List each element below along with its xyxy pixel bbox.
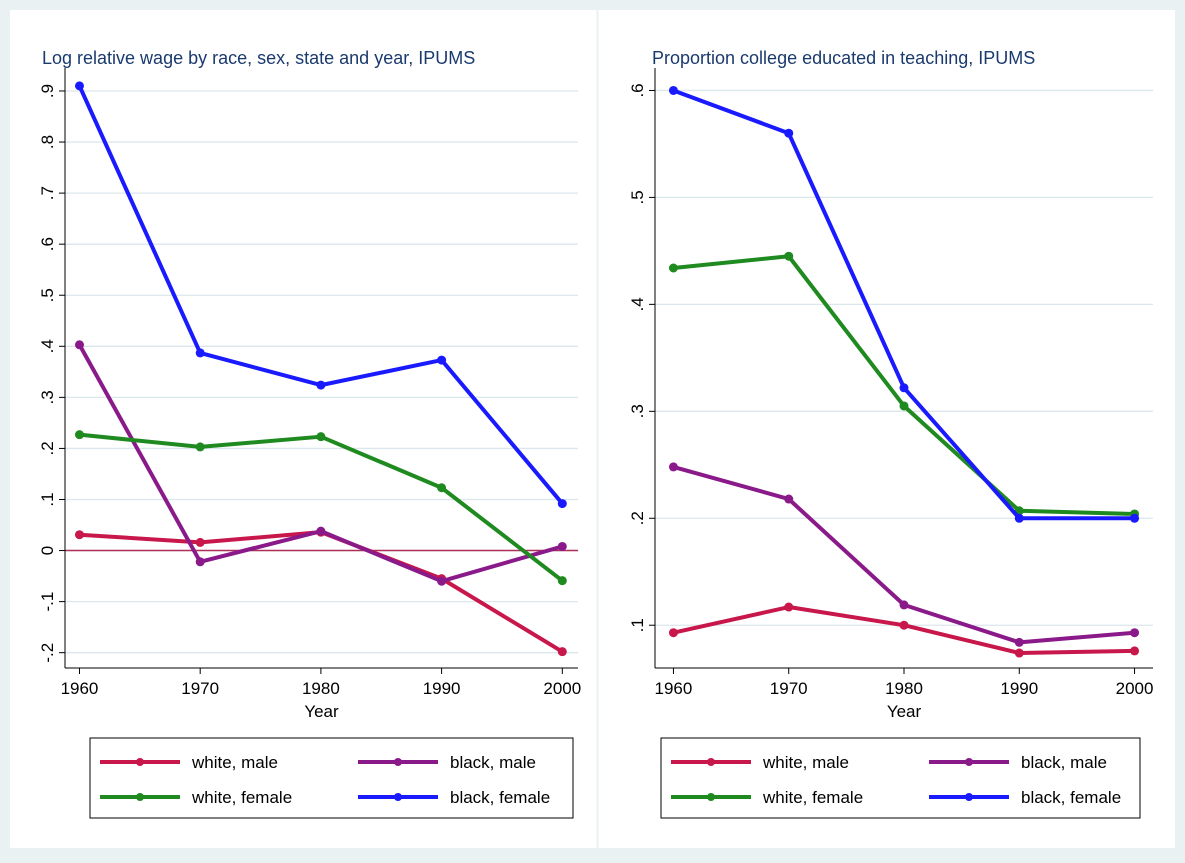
data-point bbox=[1130, 628, 1140, 638]
data-point bbox=[195, 537, 205, 547]
data-point bbox=[557, 647, 567, 657]
y-tick-label: .5 bbox=[38, 288, 57, 302]
chart-title: Log relative wage by race, sex, state an… bbox=[42, 48, 475, 68]
legend-box bbox=[660, 737, 1141, 819]
data-point bbox=[668, 85, 678, 95]
y-tick-label: .4 bbox=[628, 297, 647, 311]
legend-marker bbox=[707, 758, 715, 766]
legend-label: white, female bbox=[762, 788, 863, 807]
data-point bbox=[668, 628, 678, 638]
x-tick-label: 1960 bbox=[655, 679, 693, 698]
data-point bbox=[437, 576, 447, 586]
data-point bbox=[784, 128, 794, 138]
y-tick-label: .2 bbox=[38, 441, 57, 455]
x-tick-label: 2000 bbox=[1116, 679, 1154, 698]
data-point bbox=[1014, 513, 1024, 523]
x-tick-label: 1970 bbox=[770, 679, 808, 698]
data-point bbox=[1014, 648, 1024, 658]
legend-marker bbox=[707, 793, 715, 801]
legend-marker bbox=[394, 793, 402, 801]
data-point bbox=[899, 600, 909, 610]
data-point bbox=[899, 383, 909, 393]
data-point bbox=[195, 348, 205, 358]
legend-label: black, male bbox=[1021, 753, 1107, 772]
data-point bbox=[899, 620, 909, 630]
y-tick-label: .3 bbox=[628, 404, 647, 418]
legend-marker bbox=[965, 793, 973, 801]
data-point bbox=[74, 430, 84, 440]
data-point bbox=[316, 526, 326, 536]
x-tick-label: 1990 bbox=[423, 679, 461, 698]
data-point bbox=[557, 576, 567, 586]
y-tick-label: .7 bbox=[38, 186, 57, 200]
y-tick-label: -.2 bbox=[38, 643, 57, 663]
data-point bbox=[195, 557, 205, 567]
data-point bbox=[74, 530, 84, 540]
y-tick-label: .2 bbox=[628, 511, 647, 525]
legend-label: white, male bbox=[191, 753, 278, 772]
x-tick-label: 1980 bbox=[302, 679, 340, 698]
data-point bbox=[899, 401, 909, 411]
data-point bbox=[437, 355, 447, 365]
legend-label: white, female bbox=[191, 788, 292, 807]
x-axis-label: Year bbox=[304, 702, 339, 721]
data-point bbox=[557, 541, 567, 551]
data-point bbox=[784, 251, 794, 261]
data-point bbox=[195, 442, 205, 452]
y-tick-label: .6 bbox=[628, 83, 647, 97]
legend-label: white, male bbox=[762, 753, 849, 772]
data-point bbox=[784, 602, 794, 612]
legend-marker bbox=[136, 758, 144, 766]
y-tick-label: .9 bbox=[38, 84, 57, 98]
y-tick-label: .1 bbox=[628, 618, 647, 632]
chart-title: Proportion college educated in teaching,… bbox=[652, 48, 1035, 68]
y-tick-label: .6 bbox=[38, 237, 57, 251]
data-point bbox=[668, 462, 678, 472]
data-point bbox=[1014, 637, 1024, 647]
legend-label: black, male bbox=[450, 753, 536, 772]
y-tick-label: .1 bbox=[38, 492, 57, 506]
legend-label: black, female bbox=[450, 788, 550, 807]
figure-background bbox=[10, 10, 1175, 848]
y-tick-label: .3 bbox=[38, 390, 57, 404]
data-point bbox=[437, 483, 447, 493]
data-point bbox=[1130, 513, 1140, 523]
y-tick-label: .5 bbox=[628, 190, 647, 204]
y-tick-label: -.1 bbox=[38, 592, 57, 612]
data-point bbox=[316, 380, 326, 390]
data-point bbox=[74, 340, 84, 350]
y-tick-label: .8 bbox=[38, 135, 57, 149]
data-point bbox=[668, 263, 678, 273]
legend-label: black, female bbox=[1021, 788, 1121, 807]
legend-box bbox=[89, 737, 574, 819]
x-tick-label: 1970 bbox=[181, 679, 219, 698]
x-tick-label: 1980 bbox=[885, 679, 923, 698]
legend-marker bbox=[136, 793, 144, 801]
legend-marker bbox=[394, 758, 402, 766]
data-point bbox=[1130, 646, 1140, 656]
data-point bbox=[316, 432, 326, 442]
data-point bbox=[784, 494, 794, 504]
x-axis-label: Year bbox=[887, 702, 922, 721]
x-tick-label: 1990 bbox=[1000, 679, 1038, 698]
y-tick-label: 0 bbox=[38, 546, 57, 555]
x-tick-label: 1960 bbox=[61, 679, 99, 698]
legend-marker bbox=[965, 758, 973, 766]
x-tick-label: 2000 bbox=[543, 679, 581, 698]
data-point bbox=[557, 499, 567, 509]
y-tick-label: .4 bbox=[38, 339, 57, 353]
data-point bbox=[74, 81, 84, 91]
